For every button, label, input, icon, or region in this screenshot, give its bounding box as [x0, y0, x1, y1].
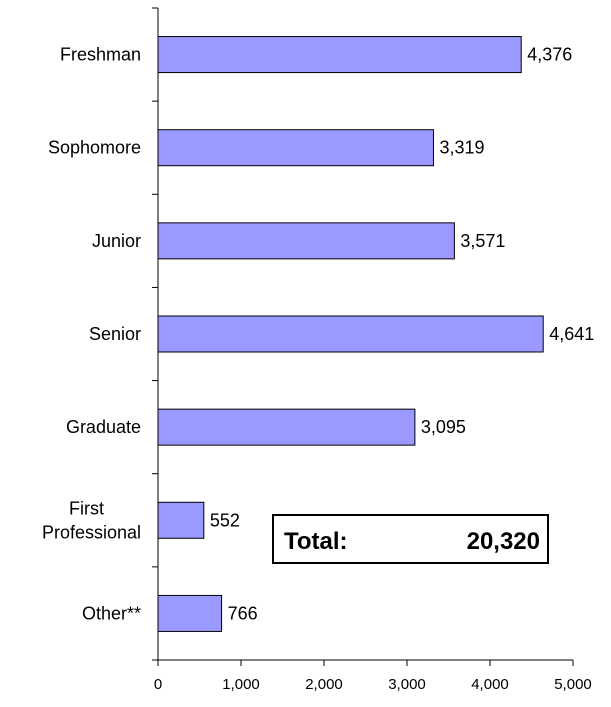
total-value: 20,320 [467, 528, 540, 555]
category-label: Sophomore [48, 138, 141, 158]
bar [157, 315, 544, 353]
total-box-frame [272, 514, 549, 564]
total-box: Total: 20,320 [272, 514, 549, 564]
value-label: 3,571 [460, 231, 505, 251]
value-label: 4,641 [549, 324, 594, 344]
bar [157, 501, 205, 539]
category-label: Graduate [66, 417, 141, 437]
x-tick-label: 0 [154, 676, 162, 693]
category-label: Other** [82, 603, 141, 623]
bar [157, 408, 416, 446]
bar [157, 129, 434, 167]
total-label: Total: [284, 528, 348, 555]
category-label: Senior [89, 324, 141, 344]
labels-group: 4,376 Freshman 3,319 Sophomore 3,571 Junior 4,… [42, 45, 594, 624]
value-label: 4,376 [527, 45, 572, 65]
x-tick-label: 3,000 [388, 676, 426, 693]
bar [157, 594, 223, 632]
axes-group: 0 1,000 2,000 3,000 4,000 5,000 [152, 7, 592, 693]
bars-group [157, 36, 544, 632]
x-tick-label: 1,000 [222, 676, 260, 693]
value-label: 766 [228, 603, 258, 623]
category-label: First Professional [42, 498, 141, 542]
value-label: 3,319 [439, 138, 484, 158]
x-tick-label: 2,000 [305, 676, 343, 693]
x-tick-label: 5,000 [554, 676, 592, 693]
category-label-line: First [69, 498, 104, 518]
value-label: 552 [210, 510, 240, 530]
value-label: 3,095 [421, 417, 466, 437]
bar [157, 222, 455, 260]
category-label-line: Professional [42, 522, 141, 542]
category-label: Junior [92, 231, 141, 251]
bar [157, 36, 522, 74]
x-tick-label: 4,000 [471, 676, 509, 693]
category-label: Freshman [60, 45, 141, 65]
